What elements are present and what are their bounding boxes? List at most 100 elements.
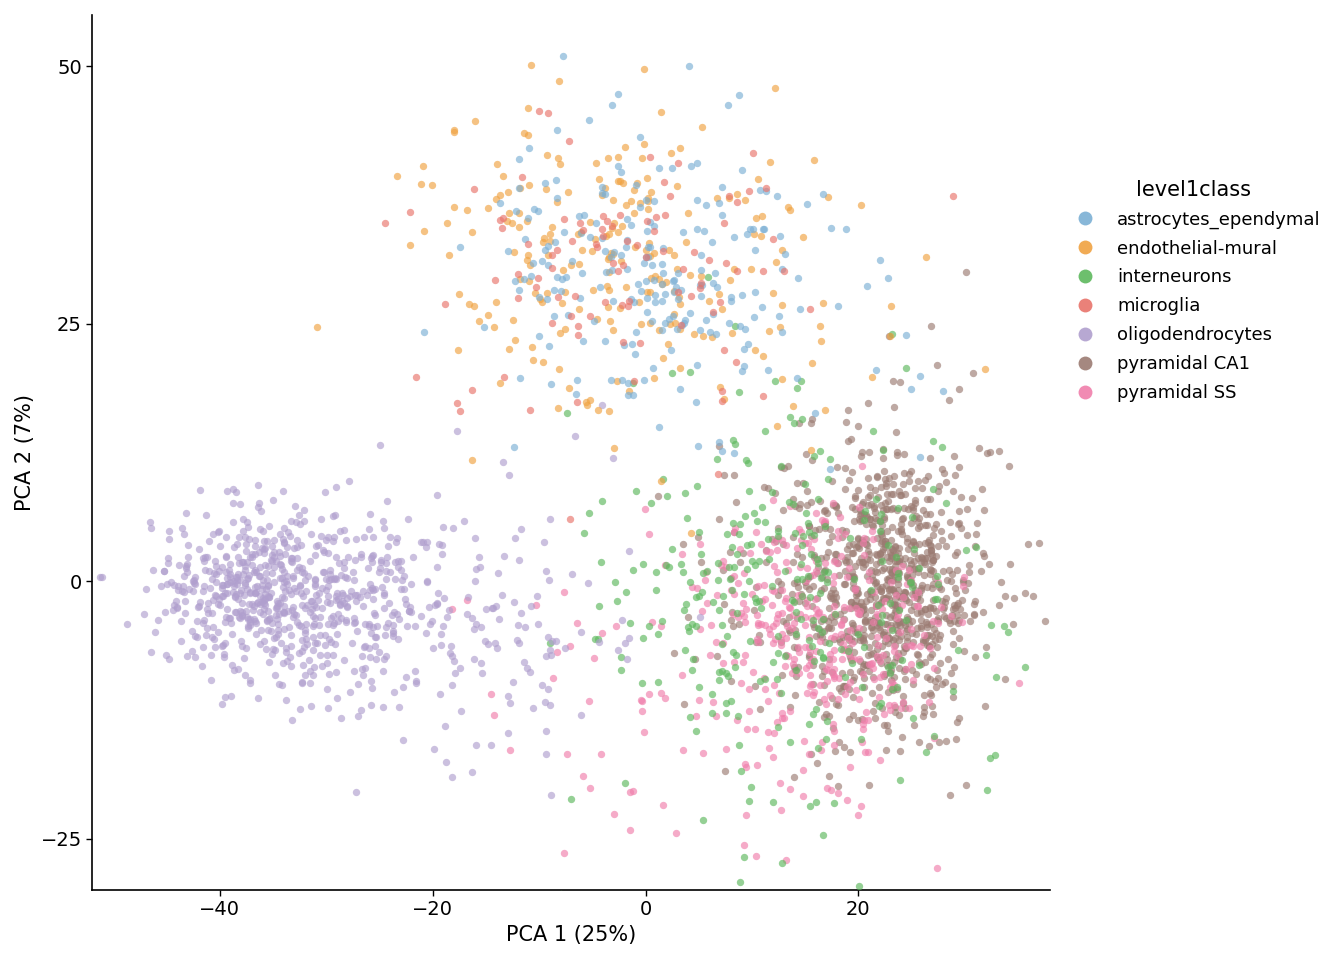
Point bbox=[442, 648, 464, 663]
Point bbox=[378, 615, 399, 631]
Point bbox=[532, 535, 554, 550]
Point bbox=[917, 550, 938, 565]
Point bbox=[926, 639, 948, 655]
Point bbox=[298, 604, 320, 619]
Point bbox=[824, 796, 845, 811]
Point bbox=[445, 665, 466, 681]
Point bbox=[183, 584, 204, 599]
Point bbox=[628, 295, 649, 310]
Point bbox=[305, 573, 327, 588]
Point bbox=[839, 531, 860, 546]
Point bbox=[902, 533, 923, 548]
Point bbox=[915, 250, 937, 265]
Point bbox=[325, 571, 347, 587]
Point bbox=[871, 497, 892, 513]
Point bbox=[610, 247, 632, 262]
Point bbox=[809, 627, 831, 642]
Point bbox=[263, 630, 285, 645]
Point bbox=[806, 590, 828, 606]
Point bbox=[833, 642, 855, 658]
Point bbox=[848, 531, 870, 546]
Point bbox=[703, 694, 724, 709]
Point bbox=[211, 696, 233, 711]
Point bbox=[942, 684, 964, 699]
Point bbox=[763, 584, 785, 599]
Point bbox=[667, 292, 688, 307]
Point bbox=[907, 647, 929, 662]
Point bbox=[841, 564, 863, 580]
Point bbox=[538, 630, 559, 645]
Point bbox=[640, 214, 661, 229]
Point bbox=[805, 643, 827, 659]
Point bbox=[610, 164, 632, 180]
Point bbox=[817, 544, 839, 560]
Point bbox=[689, 621, 711, 636]
Point bbox=[208, 591, 230, 607]
Point bbox=[919, 561, 941, 576]
Point bbox=[907, 515, 929, 530]
Point bbox=[848, 691, 870, 707]
Point bbox=[875, 471, 896, 487]
Point bbox=[176, 561, 198, 576]
Point bbox=[730, 874, 751, 889]
Point bbox=[726, 354, 747, 370]
Point bbox=[755, 542, 777, 558]
Point bbox=[212, 637, 234, 653]
Point bbox=[449, 287, 470, 302]
Point bbox=[848, 651, 870, 666]
Point bbox=[745, 590, 766, 606]
Point bbox=[820, 620, 841, 636]
Point bbox=[941, 665, 962, 681]
Point bbox=[820, 630, 841, 645]
Point bbox=[781, 620, 802, 636]
Point bbox=[198, 595, 219, 611]
Point bbox=[800, 541, 821, 557]
Point bbox=[359, 506, 380, 521]
Point bbox=[864, 636, 886, 651]
Point bbox=[712, 563, 734, 578]
Point bbox=[785, 662, 806, 678]
Point bbox=[887, 606, 909, 621]
Point bbox=[891, 653, 913, 668]
Point bbox=[814, 520, 836, 536]
Point bbox=[648, 272, 669, 287]
Point bbox=[239, 532, 261, 547]
Point bbox=[655, 690, 676, 706]
Point bbox=[176, 564, 198, 580]
Point bbox=[882, 501, 903, 516]
Point bbox=[271, 589, 293, 605]
Point bbox=[938, 563, 960, 578]
Point bbox=[919, 537, 941, 552]
Point bbox=[173, 584, 195, 599]
Point bbox=[943, 613, 965, 629]
Point bbox=[880, 487, 902, 502]
Point bbox=[595, 265, 617, 280]
Point bbox=[689, 546, 711, 562]
Point bbox=[906, 626, 927, 641]
Point bbox=[903, 562, 925, 577]
Point bbox=[892, 588, 914, 604]
Point bbox=[839, 646, 860, 661]
Point bbox=[676, 511, 698, 526]
Point bbox=[862, 622, 883, 637]
Point bbox=[434, 719, 456, 734]
Point bbox=[356, 588, 378, 603]
Point bbox=[868, 680, 890, 695]
Point bbox=[902, 580, 923, 595]
Point bbox=[896, 577, 918, 592]
Point bbox=[887, 500, 909, 516]
Point bbox=[723, 655, 745, 670]
Point bbox=[617, 375, 638, 391]
Point bbox=[532, 235, 554, 251]
Point bbox=[258, 589, 280, 605]
Point bbox=[763, 677, 785, 692]
Point bbox=[285, 515, 306, 530]
Point bbox=[879, 470, 900, 486]
Point bbox=[935, 495, 957, 511]
Point bbox=[891, 523, 913, 539]
Point bbox=[302, 618, 324, 634]
Point bbox=[629, 196, 650, 211]
Point bbox=[907, 585, 929, 600]
Point bbox=[931, 461, 953, 476]
Point bbox=[848, 585, 870, 600]
